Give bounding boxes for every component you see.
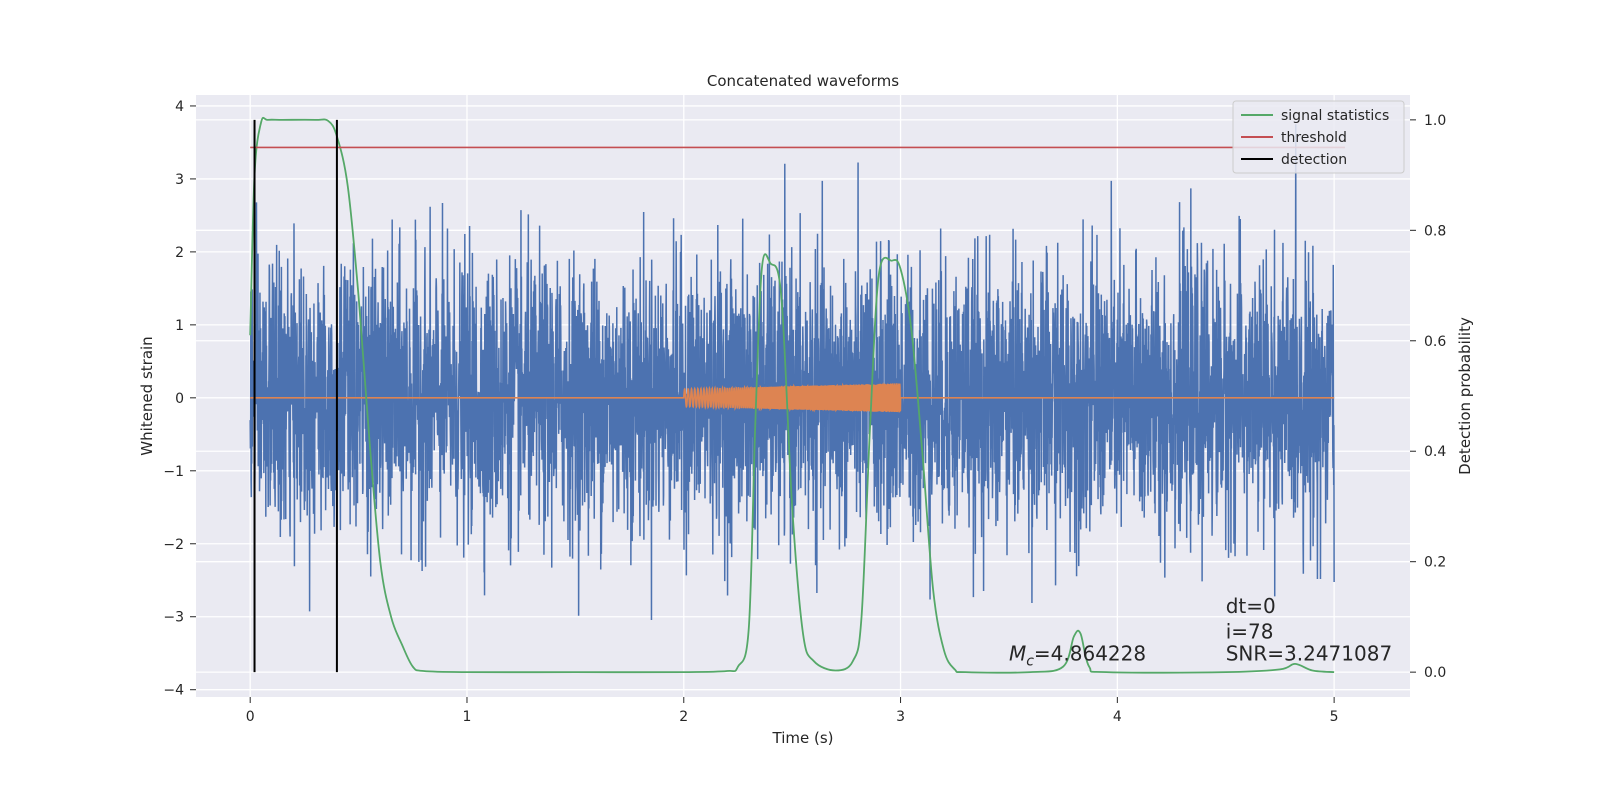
y2-tick-label: 0.8 (1424, 223, 1446, 239)
y-axis-ticks: −4 −3 −2 −1 0 1 2 3 4 (163, 99, 196, 699)
y2-tick-label: 0.6 (1424, 334, 1446, 350)
y2-tick-label: 1.0 (1424, 113, 1446, 129)
y-tick-label: 1 (175, 318, 184, 334)
y-tick-label: −1 (163, 464, 184, 480)
y-tick-label: −2 (163, 537, 184, 553)
legend-box (1232, 100, 1405, 174)
annotation-mc: Mc=4.864228 (1009, 642, 1146, 670)
legend-entry-detection: detection (1281, 152, 1347, 168)
x-tick-label: 0 (246, 709, 255, 725)
plot-layer (249, 116, 1345, 674)
y2-tick-label: 0.4 (1424, 444, 1446, 460)
x-axis-label: Time (s) (772, 729, 834, 747)
y-tick-label: 3 (175, 172, 184, 188)
y-tick-label: 0 (175, 391, 184, 407)
y2-axis-label: Detection probability (1456, 317, 1474, 475)
y-tick-label: 4 (175, 99, 184, 115)
x-tick-label: 1 (463, 709, 472, 725)
legend: signal statistics threshold detection (1232, 100, 1405, 174)
y-axis-label: Whitened strain (138, 336, 156, 455)
signal-statistics-line (249, 116, 1335, 674)
chart-title: Concatenated waveforms (707, 72, 899, 90)
y-tick-label: −4 (163, 683, 184, 699)
template-chirp-line (250, 382, 1335, 413)
x-tick-label: 4 (1113, 709, 1122, 725)
x-axis-ticks: 0 1 2 3 4 5 (246, 697, 1339, 725)
y-tick-label: −3 (163, 610, 184, 626)
x-tick-label: 5 (1330, 709, 1339, 725)
y2-axis-ticks: 0.0 0.2 0.4 0.6 0.8 1.0 (1410, 113, 1446, 681)
y2-tick-label: 0.2 (1424, 555, 1446, 571)
detection-lines (253, 119, 338, 673)
x-tick-label: 2 (679, 709, 688, 725)
y-tick-label: 2 (175, 245, 184, 261)
annotation-dt: dt=0 (1226, 594, 1276, 618)
legend-entry-signal-statistics: signal statistics (1281, 108, 1389, 124)
x-tick-label: 3 (896, 709, 905, 725)
annotation-snr: SNR=3.2471087 (1226, 642, 1392, 666)
annotation-i: i=78 (1226, 620, 1274, 644)
legend-entry-threshold: threshold (1281, 130, 1347, 146)
strain-noise-line (249, 124, 1335, 620)
y2-tick-label: 0.0 (1424, 665, 1446, 681)
